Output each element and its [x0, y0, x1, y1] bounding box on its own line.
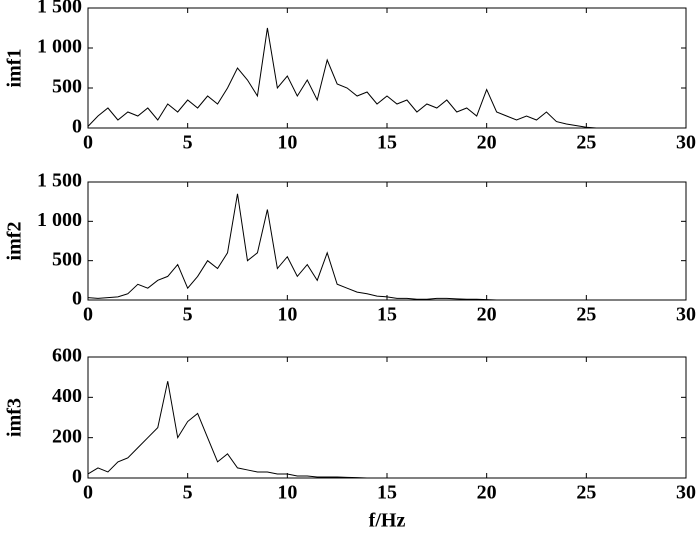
- x-tick-label: 15: [377, 304, 397, 326]
- x-tick-label: 20: [477, 132, 497, 154]
- x-tick-label: 0: [83, 482, 93, 504]
- x-tick-label: 0: [83, 132, 93, 154]
- spectrum-line: [87, 27, 686, 129]
- plot-frame: [87, 7, 687, 129]
- y-tick-label: 0: [72, 288, 82, 310]
- x-tick-label: 30: [676, 482, 696, 504]
- x-tick-label: 25: [576, 304, 596, 326]
- x-tick-label: 25: [576, 132, 596, 154]
- x-tick-label: 30: [676, 132, 696, 154]
- y-tick-label: 500: [52, 248, 82, 270]
- x-tick-label: 5: [183, 482, 193, 504]
- x-tick-label: 10: [277, 304, 297, 326]
- y-tick-label: 0: [72, 466, 82, 488]
- spectrum-line: [87, 381, 686, 479]
- plot-frame: [87, 356, 687, 479]
- y-tick-label: 400: [52, 385, 82, 407]
- y-tick-label: 1 000: [37, 209, 82, 231]
- x-tick-label: 15: [377, 482, 397, 504]
- x-tick-label: 20: [477, 304, 497, 326]
- y-tick-label: 1 000: [37, 36, 82, 58]
- y-tick-label: 1 500: [37, 0, 82, 18]
- y-tick-label: 200: [52, 425, 82, 447]
- y-axis-label: imf3: [4, 398, 26, 437]
- y-tick-label: 1 500: [37, 170, 82, 192]
- x-axis-label: f/Hz: [369, 510, 406, 532]
- y-axis-label: imf1: [4, 49, 26, 88]
- x-tick-label: 5: [183, 304, 193, 326]
- x-tick-label: 20: [477, 482, 497, 504]
- x-tick-label: 15: [377, 132, 397, 154]
- spectrum-line: [87, 193, 686, 301]
- y-tick-label: 600: [52, 345, 82, 367]
- plot-frame: [87, 181, 687, 301]
- x-tick-label: 10: [277, 132, 297, 154]
- x-tick-label: 10: [277, 482, 297, 504]
- x-tick-label: 30: [676, 304, 696, 326]
- y-axis-label: imf2: [4, 222, 26, 261]
- x-tick-label: 5: [183, 132, 193, 154]
- y-tick-label: 0: [72, 116, 82, 138]
- x-tick-label: 25: [576, 482, 596, 504]
- y-tick-label: 500: [52, 76, 82, 98]
- x-tick-label: 0: [83, 304, 93, 326]
